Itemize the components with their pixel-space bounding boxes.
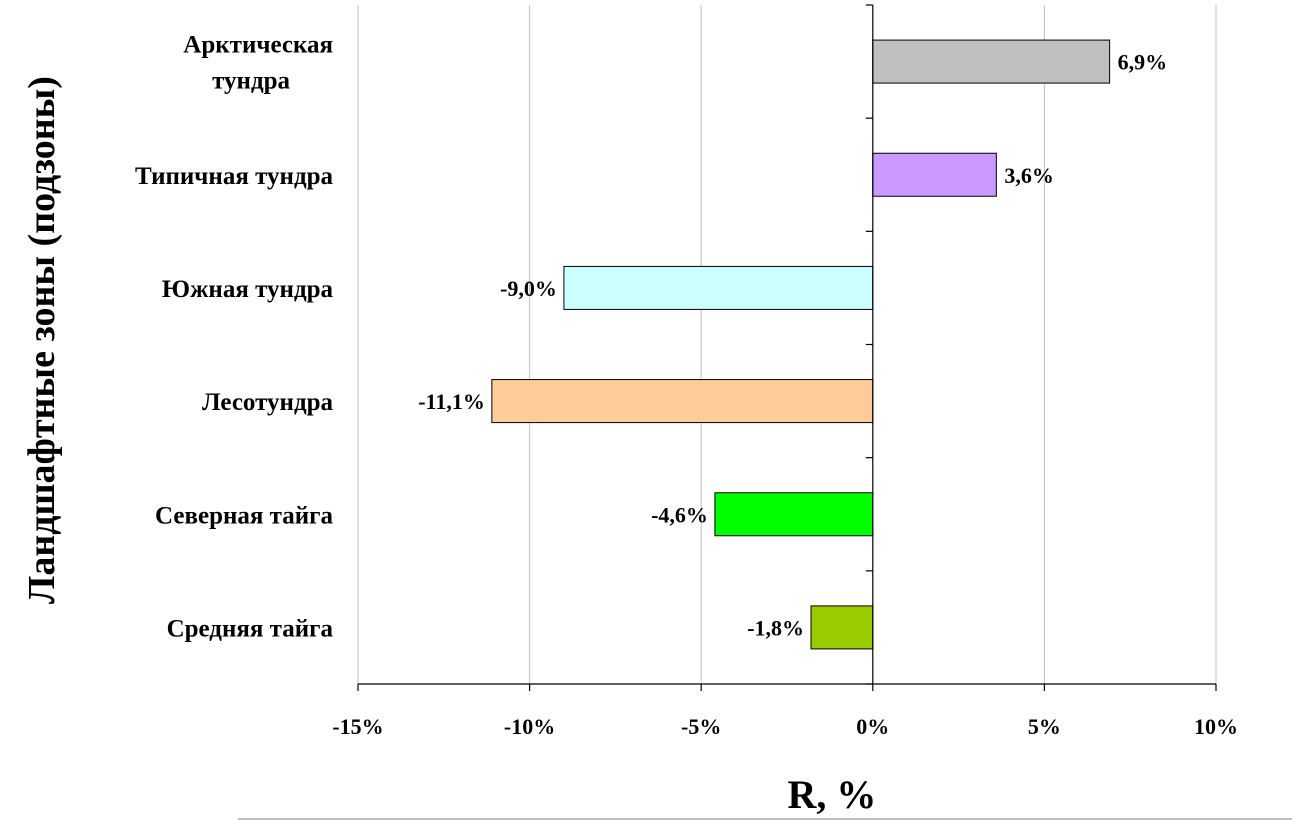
data-label: 3,6% [1004,163,1054,188]
category-label: Арктическая тундра [183,32,333,95]
category-label-line: Средняя тайга [167,615,334,642]
x-tick-label: 5% [1028,714,1061,739]
data-label: -4,6% [651,502,708,527]
category-label-line: Южная тундра [162,276,334,303]
category-label: Лесотундра [202,389,334,416]
axes [357,4,1217,691]
x-tick-label: -10% [504,714,555,739]
category-label-line: Типичная тундра [135,163,333,190]
bar [563,265,874,310]
data-label: -9,0% [500,276,557,301]
data-label: 6,9% [1118,50,1168,75]
data-labels: 6,9% 3,6% -9,0% -11,1% -4,6% -1,8% [418,50,1167,641]
x-tick-label: -5% [681,714,721,739]
y-axis-title: Ландшафтные зоны (подзоны) [21,76,63,604]
bar [810,605,874,650]
bars [491,39,1111,650]
x-tick-label: 10% [1194,714,1238,739]
category-label: Типичная тундра [135,163,333,190]
bar [491,379,874,424]
category-labels: Арктическая тундра Типичная тундра Южная ту… [135,32,333,643]
gridlines [357,5,1217,684]
category-label-line: Северная тайга [155,502,333,529]
data-label: -11,1% [418,389,485,414]
x-tick-label: -15% [332,714,383,739]
x-axis-title: R, % [788,772,877,817]
category-label: Средняя тайга [167,615,334,642]
bar [872,39,1111,84]
category-label-line: Арктическая [183,32,333,59]
category-label-line: Лесотундра [202,389,334,416]
category-label-line: тундра [212,68,290,95]
bar [872,152,997,197]
x-tick-label: 0% [856,714,889,739]
data-label: -1,8% [747,615,804,640]
bar [714,492,874,537]
category-label: Северная тайга [155,502,333,529]
category-label: Южная тундра [162,276,334,303]
tick-labels: -15% -10% -5% 0% 5% 10% [332,714,1238,739]
